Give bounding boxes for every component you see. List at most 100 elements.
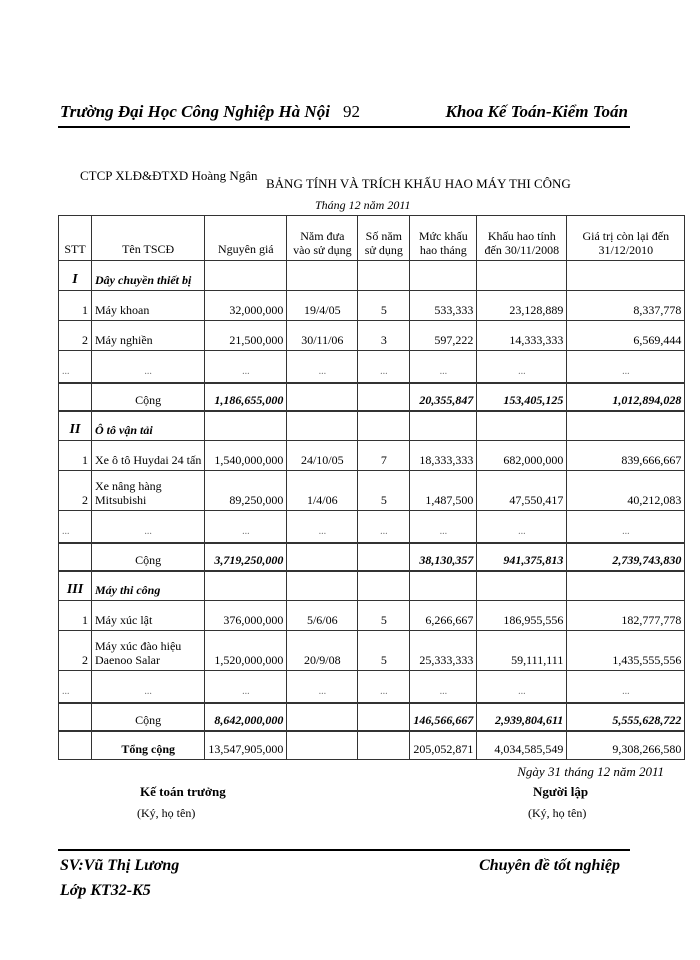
table-cell: ... bbox=[58, 350, 92, 384]
table-cell bbox=[357, 260, 411, 291]
table-cell: 682,000,000 bbox=[476, 440, 568, 471]
table-cell: 4,034,585,549 bbox=[476, 730, 568, 760]
table-cell: 1,435,555,556 bbox=[566, 630, 686, 671]
column-header: Năm đưa vào sử dụng bbox=[286, 215, 359, 261]
table-cell: 32,000,000 bbox=[204, 290, 288, 321]
topic-name: Chuyên đề tốt nghiệp bbox=[479, 857, 620, 874]
column-header: Tên TSCĐ bbox=[90, 215, 206, 261]
table-cell: 376,000,000 bbox=[204, 600, 288, 631]
table-cell bbox=[357, 730, 411, 760]
table-cell: 2,739,743,830 bbox=[566, 542, 686, 572]
table-cell bbox=[286, 542, 359, 572]
table-cell: 20,355,847 bbox=[409, 382, 478, 412]
table-cell: ... bbox=[204, 350, 288, 384]
table-cell: III bbox=[58, 570, 92, 601]
table-cell: Máy nghiền bbox=[90, 320, 206, 351]
table-cell: 2 bbox=[58, 630, 92, 671]
table-cell: 14,333,333 bbox=[476, 320, 568, 351]
table-cell: 1,520,000,000 bbox=[204, 630, 288, 671]
table-cell: 18,333,333 bbox=[409, 440, 478, 471]
table-cell: 5 bbox=[357, 600, 411, 631]
table-cell: Máy thi công bbox=[90, 570, 206, 601]
student-name: SV:Vũ Thị Lương bbox=[60, 857, 180, 874]
table-cell: 5/6/06 bbox=[286, 600, 359, 631]
table-row: 1 Máy xúc lật 376,000,000 5/6/06 5 6,266,667 1… bbox=[58, 600, 686, 631]
table-cell: 3 bbox=[357, 320, 411, 351]
table-cell: 1 bbox=[58, 440, 92, 471]
table-cell: ... bbox=[286, 350, 359, 384]
table-cell: 597,222 bbox=[409, 320, 478, 351]
table-cell bbox=[409, 260, 478, 291]
page-number: 92 bbox=[343, 102, 360, 121]
table-cell: 38,130,357 bbox=[409, 542, 478, 572]
table-cell bbox=[357, 702, 411, 732]
table-cell: ... bbox=[357, 350, 411, 384]
table-cell bbox=[476, 260, 568, 291]
table-header-row: STT Tên TSCĐ Nguyên giá Năm đưa vào sử dụng… bbox=[58, 215, 686, 261]
table-cell: ... bbox=[409, 510, 478, 544]
table-cell: ... bbox=[357, 670, 411, 704]
table-cell: 1 bbox=[58, 600, 92, 631]
table-cell: 2,939,804,611 bbox=[476, 702, 568, 732]
company-name: CTCP XLĐ&ĐTXD Hoàng Ngân bbox=[80, 168, 258, 183]
table-row: 2 Máy xúc đào hiệu Daenoo Salar 1,520,000,… bbox=[58, 630, 686, 671]
table-cell: 8,642,000,000 bbox=[204, 702, 288, 732]
table-row: ........................ bbox=[58, 670, 686, 704]
table-cell: ... bbox=[409, 670, 478, 704]
table-cell: 533,333 bbox=[409, 290, 478, 321]
table-cell: 1,012,894,028 bbox=[566, 382, 686, 412]
column-header: Nguyên giá bbox=[204, 215, 288, 261]
table-cell bbox=[566, 570, 686, 601]
table-cell: Xe nâng hàng Mitsubishi bbox=[90, 470, 206, 511]
table-cell: Máy khoan bbox=[90, 290, 206, 321]
table-cell bbox=[286, 570, 359, 601]
table-cell: 47,550,417 bbox=[476, 470, 568, 511]
table-cell: ... bbox=[58, 510, 92, 544]
table-cell: 40,212,083 bbox=[566, 470, 686, 511]
table-cell bbox=[286, 730, 359, 760]
table-cell: 21,500,000 bbox=[204, 320, 288, 351]
depreciation-table: STT Tên TSCĐ Nguyên giá Năm đưa vào sử dụng… bbox=[58, 215, 686, 760]
table-cell: ... bbox=[566, 510, 686, 544]
table-cell bbox=[566, 260, 686, 291]
table-cell: 8,337,778 bbox=[566, 290, 686, 321]
table-cell: 2 bbox=[58, 470, 92, 511]
chief-accountant-title: Kế toán trưởng bbox=[140, 784, 226, 799]
table-cell: 941,375,813 bbox=[476, 542, 568, 572]
table-cell: 5 bbox=[357, 630, 411, 671]
table-cell: ... bbox=[58, 670, 92, 704]
table-cell: 6,569,444 bbox=[566, 320, 686, 351]
table-cell: ... bbox=[409, 350, 478, 384]
table-cell: ... bbox=[476, 670, 568, 704]
section-row: II Ô tô vận tải bbox=[58, 410, 686, 441]
document-subtitle: Tháng 12 năm 2011 bbox=[315, 198, 411, 212]
subtotal-row: Cộng 1,186,655,000 20,355,847 153,405,125 1,… bbox=[58, 382, 686, 412]
table-cell: ... bbox=[286, 670, 359, 704]
table-row: 2 Xe nâng hàng Mitsubishi 89,250,000 1/4/06… bbox=[58, 470, 686, 511]
table-cell: ... bbox=[204, 670, 288, 704]
table-row: ........................ bbox=[58, 510, 686, 544]
table-cell bbox=[357, 410, 411, 441]
table-cell: 89,250,000 bbox=[204, 470, 288, 511]
table-cell: 146,566,667 bbox=[409, 702, 478, 732]
table-cell bbox=[58, 702, 92, 732]
table-cell: Ô tô vận tải bbox=[90, 410, 206, 441]
subtotal-row: Cộng 8,642,000,000 146,566,667 2,939,804,61… bbox=[58, 702, 686, 732]
table-cell: 25,333,333 bbox=[409, 630, 478, 671]
section-row: I Dây chuyền thiết bị bbox=[58, 260, 686, 291]
table-cell: ... bbox=[90, 670, 206, 704]
table-cell: I bbox=[58, 260, 92, 291]
table-row: ........................ bbox=[58, 350, 686, 384]
table-cell bbox=[566, 410, 686, 441]
table-cell: Cộng bbox=[90, 382, 206, 412]
table-cell bbox=[357, 570, 411, 601]
table-cell: Máy xúc đào hiệu Daenoo Salar bbox=[90, 630, 206, 671]
table-cell: 7 bbox=[357, 440, 411, 471]
table-cell bbox=[58, 730, 92, 760]
table-cell bbox=[476, 570, 568, 601]
table-cell: 30/11/06 bbox=[286, 320, 359, 351]
table-cell: 1 bbox=[58, 290, 92, 321]
table-cell: ... bbox=[566, 670, 686, 704]
document-title: BẢNG TÍNH VÀ TRÍCH KHẤU HAO MÁY THI CÔNG bbox=[266, 176, 571, 191]
